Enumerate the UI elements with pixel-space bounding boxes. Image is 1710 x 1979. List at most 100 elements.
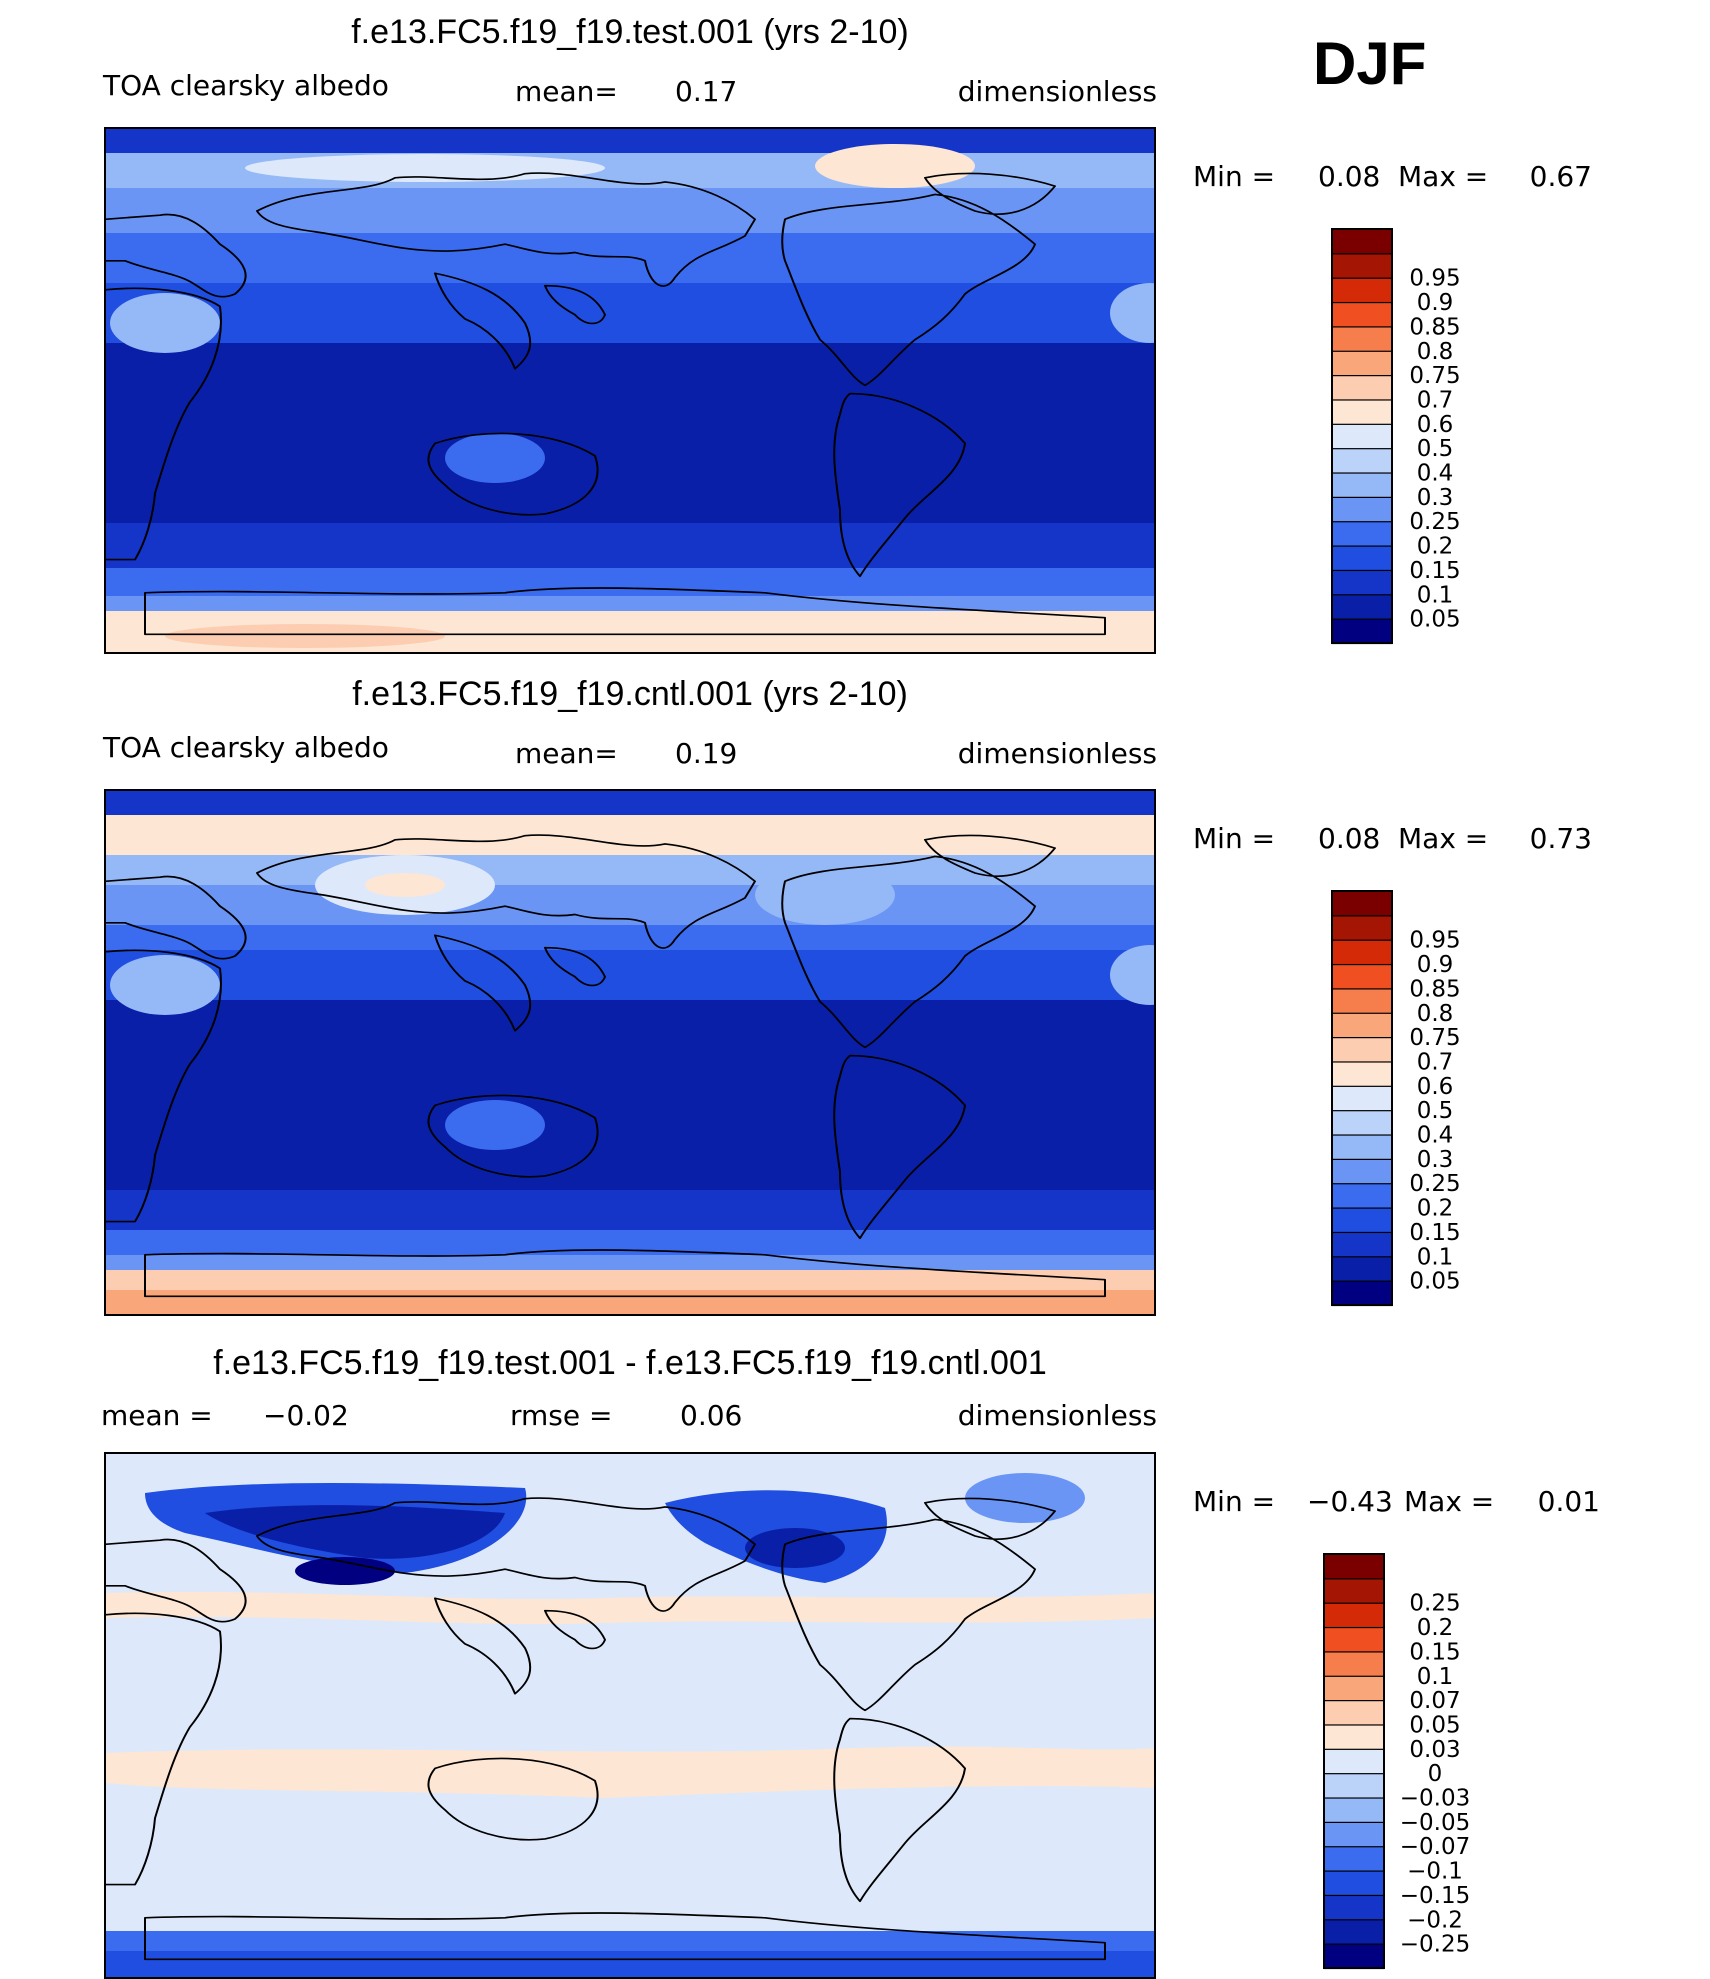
colorbar-swatch xyxy=(1331,325,1393,352)
map-band-sea-ice xyxy=(105,1255,1155,1270)
colorbar-swatch xyxy=(1331,398,1393,425)
colorbar-swatch xyxy=(1331,350,1393,377)
colorbar-tick-label: 0.3 xyxy=(1417,1147,1454,1173)
map-patch-sahara-east xyxy=(1110,283,1155,343)
colorbar-tick-label: 0.4 xyxy=(1417,461,1454,487)
colorbar-swatch xyxy=(1323,1796,1385,1823)
colorbar-tick-label: 0.03 xyxy=(1409,1737,1460,1763)
panel-test: f.e13.FC5.f19_f19.test.001 (yrs 2-10) TO… xyxy=(102,13,1592,654)
colorbar-swatch xyxy=(1331,1109,1393,1136)
colorbar-tick-label: 0.15 xyxy=(1409,1220,1460,1246)
colorbar-swatch xyxy=(1331,277,1393,304)
map-band-tropics xyxy=(105,343,1155,523)
map-frame xyxy=(104,789,1156,1316)
min-value: 0.08 xyxy=(1318,160,1380,193)
colorbar-swatch xyxy=(1331,1036,1393,1063)
map-band-south-positive xyxy=(105,1746,1155,1798)
panel-difference: f.e13.FC5.f19_f19.test.001 - f.e13.FC5.f… xyxy=(101,1344,1600,1979)
map-patch-antarctic-plateau xyxy=(105,1290,1155,1315)
colorbar-tick-label: 0.25 xyxy=(1409,1591,1460,1617)
colorbar-swatch xyxy=(1331,1085,1393,1112)
map-band-subtropic-positive xyxy=(105,1591,1155,1625)
colorbar-swatch xyxy=(1323,1918,1385,1945)
colorbar-swatch xyxy=(1323,1748,1385,1775)
colorbar-tick-label: 0.9 xyxy=(1417,290,1454,316)
map-band-antarctic-core xyxy=(105,1951,1155,1978)
mean-label: mean= xyxy=(515,75,618,108)
colorbar-swatch xyxy=(1331,1158,1393,1185)
map-frame xyxy=(104,1452,1156,1979)
colorbar-tick-label: −0.07 xyxy=(1400,1834,1470,1860)
colorbar-swatch xyxy=(1323,1723,1385,1750)
min-value: 0.08 xyxy=(1318,822,1380,855)
colorbar-tick-label: −0.03 xyxy=(1400,1786,1470,1812)
map-patch-north-america xyxy=(755,865,895,925)
colorbar-swatch xyxy=(1323,1943,1385,1970)
colorbar: 0.050.10.150.20.250.30.40.50.60.70.750.8… xyxy=(1331,228,1461,645)
colorbar-tick-label: 0.2 xyxy=(1417,1196,1454,1222)
map-patch-eurasia-core xyxy=(205,1505,505,1559)
colorbar-tick-label: 0.8 xyxy=(1417,339,1454,365)
colorbar-tick-label: 0.7 xyxy=(1417,1049,1454,1075)
colorbar-tick-label: 0.1 xyxy=(1417,1244,1454,1270)
rmse-value: 0.06 xyxy=(680,1399,742,1432)
colorbar-tick-label: 0.1 xyxy=(1417,582,1454,608)
variable-label: TOA clearsky albedo xyxy=(102,731,389,764)
colorbar-tick-label: 0.95 xyxy=(1409,928,1460,954)
colorbar-swatch xyxy=(1331,1182,1393,1209)
units-label: dimensionless xyxy=(958,75,1157,108)
colorbar-swatch xyxy=(1323,1772,1385,1799)
map-patch-sahara xyxy=(110,293,220,353)
colorbar-swatch xyxy=(1331,447,1393,474)
colorbar-swatch xyxy=(1331,593,1393,620)
colorbar-tick-label: 0.85 xyxy=(1409,976,1460,1002)
variable-label: TOA clearsky albedo xyxy=(102,69,389,102)
colorbar-swatch xyxy=(1331,987,1393,1014)
min-label: Min = xyxy=(1193,1485,1275,1518)
max-label: Max = xyxy=(1398,822,1488,855)
colorbar-swatch xyxy=(1331,1060,1393,1087)
min-value: −0.43 xyxy=(1307,1485,1393,1518)
panel-title: f.e13.FC5.f19_f19.cntl.001 (yrs 2-10) xyxy=(352,675,908,713)
colorbar-swatch xyxy=(1331,228,1393,255)
colorbar-tick-label: 0.75 xyxy=(1409,363,1460,389)
colorbar-swatch xyxy=(1331,496,1393,523)
map-patch-sahara xyxy=(110,955,220,1015)
colorbar-swatch xyxy=(1323,1553,1385,1580)
panel-control: f.e13.FC5.f19_f19.cntl.001 (yrs 2-10) TO… xyxy=(102,675,1592,1316)
map-patch-australia xyxy=(445,433,545,483)
colorbar-tick-label: 0.2 xyxy=(1417,1615,1454,1641)
max-value: 0.73 xyxy=(1530,822,1592,855)
max-value: 0.67 xyxy=(1530,160,1592,193)
map-band-sea-ice xyxy=(105,596,1155,611)
colorbar-swatch xyxy=(1331,520,1393,547)
colorbar-swatch xyxy=(1323,1699,1385,1726)
colorbar-tick-label: 0.1 xyxy=(1417,1664,1454,1690)
colorbar-frame xyxy=(1323,1553,1385,1969)
units-label: dimensionless xyxy=(958,737,1157,770)
colorbar-tick-label: 0.6 xyxy=(1417,412,1454,438)
colorbar-tick-label: 0.85 xyxy=(1409,314,1460,340)
colorbar-tick-label: −0.1 xyxy=(1407,1859,1463,1885)
map-band-tropics xyxy=(105,1000,1155,1190)
colorbar-swatch xyxy=(1331,914,1393,941)
colorbar-swatch xyxy=(1331,890,1393,917)
colorbar-swatch xyxy=(1331,569,1393,596)
mean-value: 0.17 xyxy=(675,75,737,108)
colorbar-tick-label: 0 xyxy=(1428,1761,1443,1787)
colorbar-frame xyxy=(1331,890,1393,1306)
map-band-south xyxy=(105,523,1155,568)
map-band-arctic xyxy=(105,815,1155,855)
colorbar-tick-label: 0.9 xyxy=(1417,952,1454,978)
colorbar-tick-label: 0.25 xyxy=(1409,1171,1460,1197)
map-band-subtropic xyxy=(105,283,1155,343)
map-patch-antarctic-plateau xyxy=(165,624,445,648)
colorbar-swatch xyxy=(1331,423,1393,450)
map-patch-sahara-east xyxy=(1110,945,1155,1005)
colorbar-swatch xyxy=(1331,374,1393,401)
colorbar-swatch xyxy=(1331,1133,1393,1160)
rmse-label: rmse = xyxy=(510,1399,612,1432)
colorbar-swatch xyxy=(1331,471,1393,498)
colorbar-tick-label: 0.8 xyxy=(1417,1001,1454,1027)
max-label: Max = xyxy=(1398,160,1488,193)
